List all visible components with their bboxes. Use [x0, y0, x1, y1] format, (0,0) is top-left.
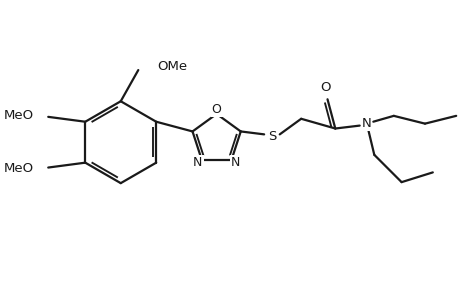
Text: N: N	[230, 156, 240, 169]
Text: N: N	[361, 117, 370, 130]
Text: OMe: OMe	[157, 60, 186, 73]
Text: S: S	[267, 130, 275, 143]
Text: MeO: MeO	[4, 162, 34, 175]
Text: N: N	[193, 156, 202, 169]
Text: O: O	[319, 81, 330, 94]
Text: MeO: MeO	[4, 110, 34, 122]
Text: O: O	[211, 103, 221, 116]
